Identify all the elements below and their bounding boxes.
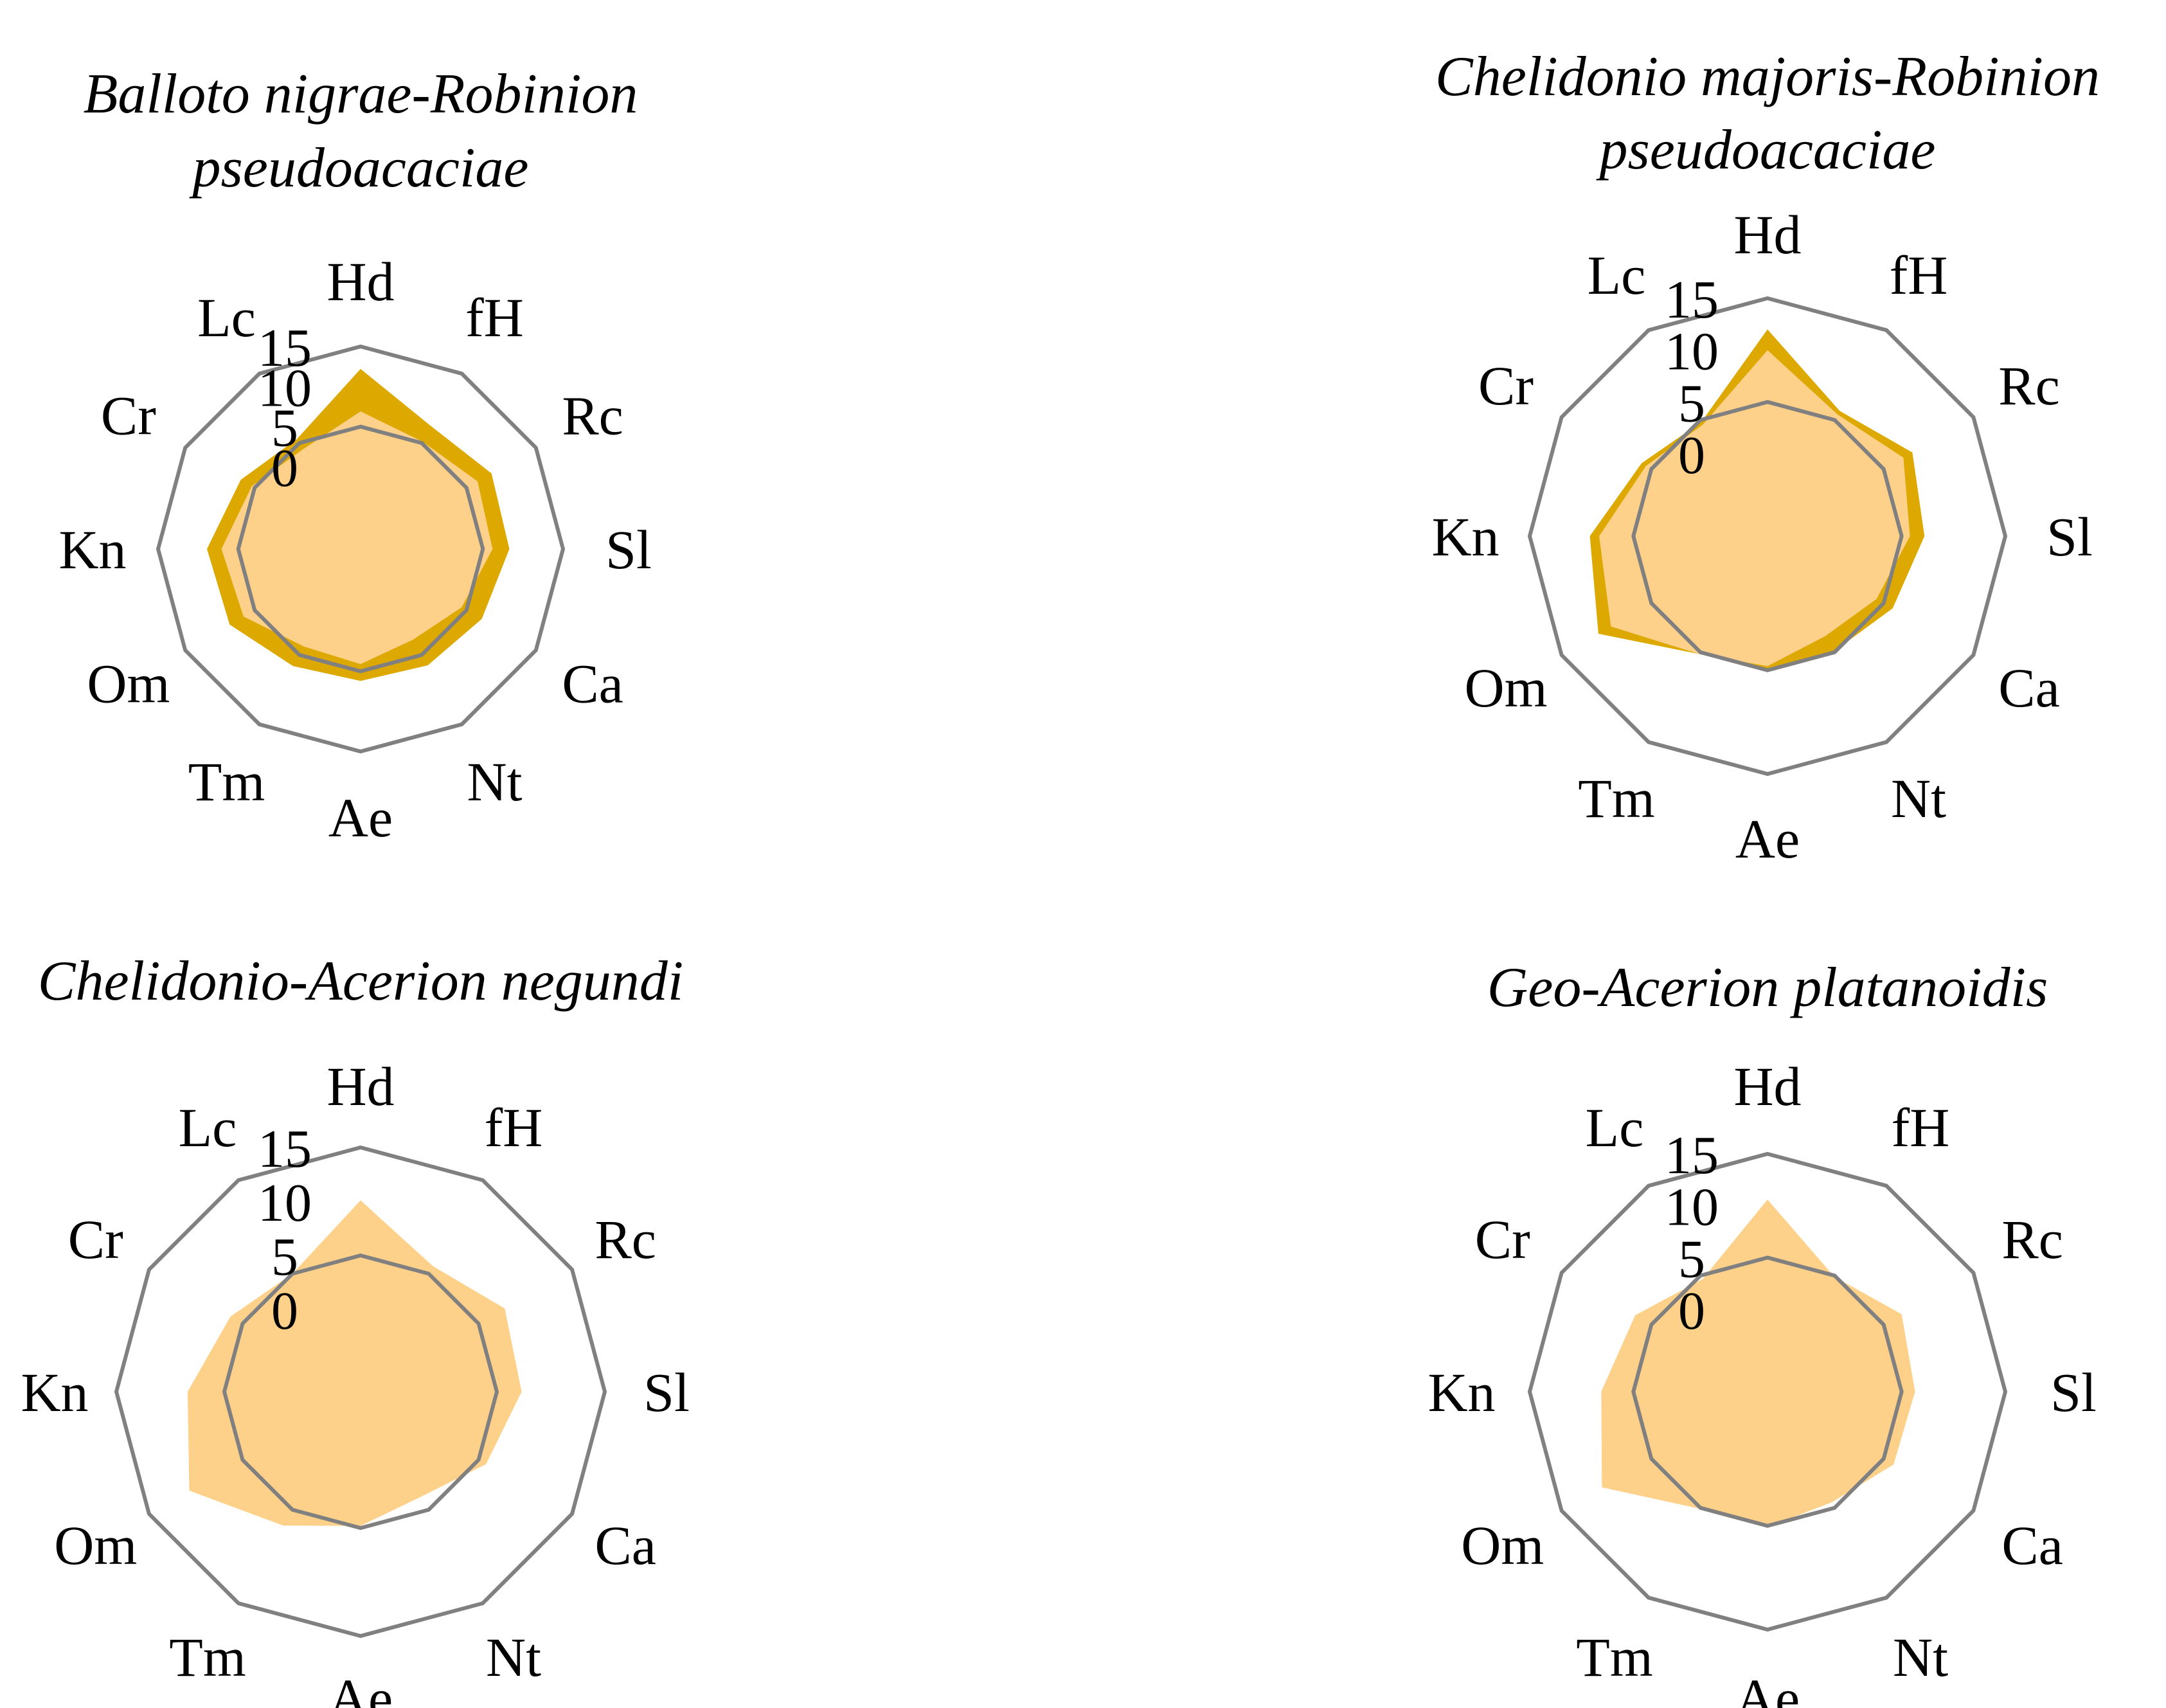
- grid-ring: [222, 1253, 499, 1531]
- tick-label: 5: [1678, 1229, 1705, 1289]
- axis-label-fh: fH: [1892, 1097, 1950, 1158]
- axis-label-tm: Tm: [169, 1626, 246, 1688]
- series-area-inner: [1601, 1200, 1915, 1527]
- axis-label-tm: Tm: [1576, 1626, 1652, 1688]
- axis-label-lc: Lc: [1586, 1097, 1644, 1158]
- grid-ring: [114, 1145, 607, 1639]
- axis-label-lc: Lc: [1588, 244, 1646, 306]
- radar-panel-2: Chelidonio majoris-Robinion pseudoacaciae…: [1431, 46, 2100, 870]
- axis-label-ae: Ae: [1735, 1668, 1800, 1708]
- radar-panel-1: Balloto nigrae-Robinion pseudoacaciae 0510…: [58, 63, 651, 849]
- tick-label: 15: [258, 1119, 312, 1179]
- axis-label-nt: Nt: [1891, 768, 1946, 829]
- axis-label-om: Om: [54, 1515, 137, 1576]
- series-area-inner: [1599, 350, 1910, 667]
- axis-label-ae: Ae: [328, 1668, 393, 1708]
- chart-title: pseudoacaciae: [1596, 119, 1936, 181]
- axis-label-ca: Ca: [2001, 1515, 2063, 1576]
- axis-label-tm: Tm: [1578, 768, 1654, 829]
- axis-label-cr: Cr: [1475, 1209, 1530, 1270]
- grid-ring: [1527, 296, 2008, 777]
- axis-label-om: Om: [1465, 657, 1548, 719]
- tick-label: 5: [271, 1227, 298, 1287]
- axis-label-ae: Ae: [1735, 808, 1800, 870]
- tick-label: 0: [1678, 1281, 1705, 1341]
- chart-title: Balloto nigrae-Robinion: [84, 63, 638, 125]
- axis-label-sl: Sl: [2046, 506, 2093, 568]
- axis-label-sl: Sl: [605, 519, 652, 580]
- tick-label: 15: [258, 318, 312, 378]
- axis-label-ca: Ca: [1998, 657, 2060, 719]
- axis-label-rc: Rc: [2001, 1209, 2063, 1270]
- axis-label-kn: Kn: [1428, 1362, 1495, 1423]
- axis-label-ae: Ae: [328, 787, 393, 849]
- tick-label: 5: [1678, 373, 1705, 433]
- axis-label-cr: Cr: [1478, 355, 1534, 417]
- axis-label-hd: Hd: [327, 1056, 394, 1117]
- grid-ring: [236, 424, 485, 674]
- axis-label-rc: Rc: [562, 385, 623, 447]
- axis-label-cr: Cr: [68, 1209, 123, 1270]
- grid-ring: [1631, 1255, 1904, 1528]
- axis-label-hd: Hd: [1733, 1056, 1801, 1117]
- axis-label-tm: Tm: [188, 751, 265, 813]
- axis-label-kn: Kn: [1431, 506, 1499, 568]
- axis-label-hd: Hd: [1733, 204, 1801, 265]
- tick-label: 0: [271, 1281, 298, 1341]
- axis-label-cr: Cr: [101, 385, 156, 447]
- grid-ring: [1631, 400, 1904, 672]
- chart-title: Geo-Acerion platanoidis: [1487, 957, 2048, 1019]
- tick-label: 10: [258, 1173, 312, 1233]
- tick-label: 0: [1678, 426, 1705, 485]
- axis-label-rc: Rc: [1998, 355, 2060, 417]
- grid-ring: [156, 344, 566, 754]
- axis-label-ca: Ca: [562, 653, 623, 715]
- series-area-inner: [187, 1200, 522, 1526]
- grid-ring: [1527, 1151, 2008, 1632]
- axis-label-ca: Ca: [595, 1515, 656, 1576]
- series-area-inner: [221, 411, 493, 665]
- tick-label: 10: [1665, 322, 1719, 382]
- chart-title: Chelidonio-Acerion negundi: [38, 950, 683, 1012]
- tick-label: 10: [1665, 1178, 1719, 1237]
- tick-label: 5: [271, 399, 298, 458]
- axis-label-nt: Nt: [486, 1626, 541, 1688]
- axis-label-om: Om: [87, 653, 170, 715]
- tick-label: 0: [271, 438, 298, 498]
- tick-label: 15: [1665, 1126, 1719, 1185]
- axis-label-kn: Kn: [58, 519, 126, 580]
- chart-title: Chelidonio majoris-Robinion: [1435, 46, 2100, 108]
- axis-label-fh: fH: [1890, 244, 1948, 306]
- axis-label-fh: fH: [485, 1097, 543, 1158]
- axis-label-hd: Hd: [327, 251, 394, 312]
- axis-label-rc: Rc: [595, 1209, 656, 1270]
- axis-label-nt: Nt: [1893, 1626, 1948, 1688]
- tick-label: 10: [258, 358, 312, 418]
- chart-title: pseudoacaciae: [189, 137, 529, 199]
- tick-label: 15: [1665, 270, 1719, 330]
- axis-label-nt: Nt: [467, 751, 523, 813]
- axis-label-sl: Sl: [643, 1362, 690, 1423]
- axis-label-fh: fH: [465, 287, 524, 348]
- axis-label-lc: Lc: [179, 1097, 237, 1158]
- axis-label-kn: Kn: [21, 1362, 88, 1423]
- axis-label-sl: Sl: [2050, 1362, 2097, 1423]
- axis-label-om: Om: [1461, 1515, 1544, 1576]
- axis-label-lc: Lc: [197, 287, 256, 348]
